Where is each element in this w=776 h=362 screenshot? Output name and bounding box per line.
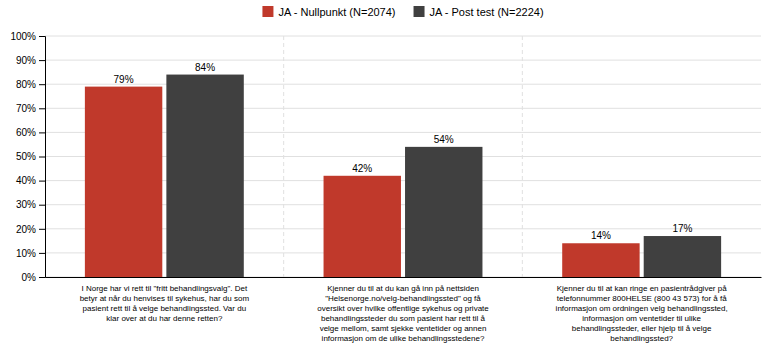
grid-line <box>45 84 761 85</box>
y-tick: 0% <box>22 272 45 283</box>
x-tick: Kjenner du til at kan ringe en pasientrå… <box>556 277 728 343</box>
bar <box>644 236 721 277</box>
y-tick-mark <box>39 229 45 230</box>
grid <box>45 36 761 277</box>
y-tick: 100% <box>10 31 45 42</box>
x-tick-label-line: Kjenner du til at du kan gå inn på netts… <box>327 284 479 293</box>
x-tick-label-line: informasjon om ordningen velg behandling… <box>556 304 728 313</box>
x-tick-label-line: velge mellom, samt sjekke ventetider og … <box>320 324 487 333</box>
y-tick-label: 40% <box>16 175 36 186</box>
legend-item: JA - Post test (N=2224) <box>414 6 544 18</box>
legend-swatch <box>414 6 425 17</box>
data-label: 14% <box>591 230 611 241</box>
data-label: 84% <box>195 62 215 73</box>
y-tick-label: 10% <box>16 248 36 259</box>
x-tick-label-line: I Norge har vi rett til "fritt behandlin… <box>81 284 248 293</box>
data-label: 79% <box>114 74 134 85</box>
y-tick-label: 20% <box>16 224 36 235</box>
y-tick: 70% <box>16 103 45 114</box>
x-tick: Kjenner du til at du kan gå inn på netts… <box>317 277 489 343</box>
bar <box>405 147 482 277</box>
y-tick-mark <box>39 132 45 133</box>
y-tick-mark <box>39 277 45 278</box>
y-tick: 30% <box>16 199 45 210</box>
y-tick-mark <box>39 181 45 182</box>
bar <box>166 75 243 277</box>
y-tick-label: 100% <box>10 31 36 42</box>
x-tick-label-line: pasient rett til å velge behandlingssted… <box>83 304 247 313</box>
x-axis-line <box>46 277 762 278</box>
x-tick-label-line: behandlingssteder, eller hjelp til å vel… <box>572 324 712 333</box>
y-tick: 10% <box>16 248 45 259</box>
y-tick-label: 30% <box>16 199 36 210</box>
y-tick-label: 60% <box>16 127 36 138</box>
x-tick-label: I Norge har vi rett til "fritt behandlin… <box>80 284 250 323</box>
bar <box>85 87 162 277</box>
grid-line <box>45 36 761 37</box>
bar <box>562 243 639 277</box>
x-tick-label-line: telefonnummer 800HELSE (800 43 573) for … <box>557 294 727 303</box>
y-tick: 40% <box>16 175 45 186</box>
y-tick: 80% <box>16 79 45 90</box>
x-tick-label-line: oversikt over hvilke offentlige sykehus … <box>317 304 489 313</box>
x-axis: I Norge har vi rett til "fritt behandlin… <box>46 277 762 343</box>
legend-swatch <box>262 6 273 17</box>
data-labels: 79% 42% 14% 84% 54% 17% <box>114 62 693 242</box>
x-tick-label-line: behandlingssteder du som pasient har ret… <box>321 314 486 323</box>
x-tick-label-line: informasjon om ventetider til ulike <box>582 314 701 323</box>
chart: 79% 42% 14% 84% 54% 17% 0% 10% 20% 30% 40% 50% 60% 70… <box>0 0 776 362</box>
x-tick-label: Kjenner du til at du kan gå inn på netts… <box>317 284 489 343</box>
group-divider <box>522 36 523 277</box>
y-tick-mark <box>39 253 45 254</box>
y-tick-mark <box>39 108 45 109</box>
data-label: 17% <box>672 223 692 234</box>
data-label: 54% <box>434 134 454 145</box>
bar <box>324 176 401 277</box>
y-tick-label: 0% <box>22 272 37 283</box>
legend-label: JA - Nullpunkt (N=2074) <box>278 6 395 18</box>
y-tick-mark <box>39 60 45 61</box>
x-tick-label-line: informasjon om de ulike behandlingsstede… <box>322 334 485 343</box>
x-tick: I Norge har vi rett til "fritt behandlin… <box>80 277 250 323</box>
data-label: 42% <box>352 163 372 174</box>
y-tick-mark <box>39 205 45 206</box>
y-tick-label: 80% <box>16 79 36 90</box>
legend-item: JA - Nullpunkt (N=2074) <box>262 6 395 18</box>
bars <box>85 75 721 277</box>
y-axis-line <box>39 37 46 278</box>
y-tick-label: 90% <box>16 55 36 66</box>
y-tick: 90% <box>16 55 45 66</box>
y-tick: 20% <box>16 224 45 235</box>
group-divider <box>283 36 284 277</box>
y-tick: 60% <box>16 127 45 138</box>
legend: JA - Nullpunkt (N=2074) JA - Post test (N… <box>262 6 543 18</box>
y-tick-mark <box>39 157 45 158</box>
y-axis: 0% 10% 20% 30% 40% 50% 60% 70% 80% 90% 100% <box>10 31 45 283</box>
x-tick-label-line: "Helsenorge.no/velg-behandlingssted" og … <box>325 294 481 303</box>
y-tick-label: 70% <box>16 103 36 114</box>
grid-line <box>45 60 761 61</box>
x-tick-label-line: behandlingssted? <box>610 334 673 343</box>
x-tick-label-line: Kjenner du til at kan ringe en pasientrå… <box>557 284 727 293</box>
x-tick-label: Kjenner du til at kan ringe en pasientrå… <box>556 284 728 343</box>
y-tick: 50% <box>16 151 45 162</box>
y-tick-label: 50% <box>16 151 36 162</box>
x-tick-label-line: klar over at du har denne retten? <box>106 314 223 323</box>
x-tick-label-line: betyr at når du henvises til sykehus, ha… <box>80 294 250 303</box>
plot: 79% 42% 14% 84% 54% 17% 0% 10% 20% 30% 40% 50% 60% 70… <box>10 31 761 343</box>
legend-label: JA - Post test (N=2224) <box>430 6 544 18</box>
y-tick-mark <box>39 36 45 37</box>
y-tick-mark <box>39 84 45 85</box>
